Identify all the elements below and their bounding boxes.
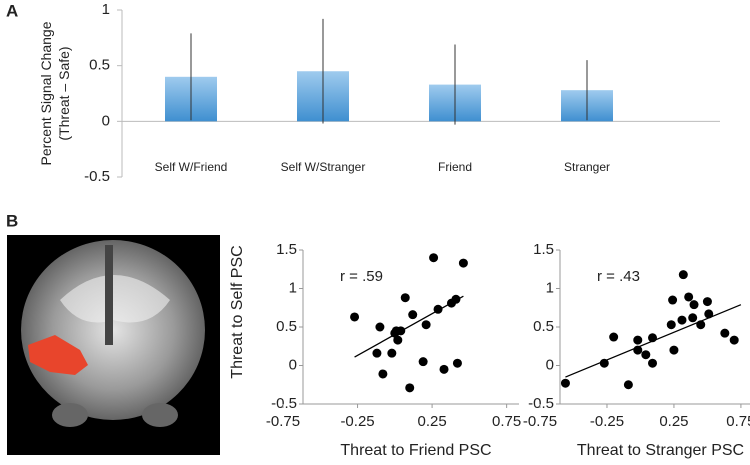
x-tick-label: 0.25 — [417, 413, 446, 430]
x-axis-label: Threat to Friend PSC — [340, 442, 491, 459]
y-tick-label: 1 — [289, 279, 297, 296]
y-tick-label: 1.5 — [533, 241, 554, 258]
y-tick-label: 0 — [102, 112, 110, 129]
x-tick-label: -0.75 — [523, 413, 557, 430]
point — [702, 297, 712, 307]
y-axis-label-line: (Threat – Safe) — [56, 46, 72, 140]
point — [704, 309, 714, 319]
y-tick-label: 0 — [546, 356, 554, 373]
point — [648, 358, 658, 368]
annotation: r = .59 — [340, 268, 383, 285]
point — [689, 300, 699, 310]
point — [560, 378, 570, 388]
brain-image — [7, 235, 220, 455]
point — [372, 348, 382, 358]
x-tick-label: Self W/Friend — [155, 160, 228, 174]
point — [378, 369, 388, 379]
point — [669, 345, 679, 355]
y-axis-label: Percent Signal Change (Threat – Safe) — [38, 21, 72, 165]
point — [405, 383, 415, 393]
point — [720, 328, 730, 338]
point — [452, 358, 462, 368]
y-tick-label: 1 — [102, 1, 110, 18]
x-tick-label: 0.25 — [659, 413, 688, 430]
point — [668, 295, 678, 305]
trend-line — [354, 295, 464, 358]
y-tick-label: -0.5 — [84, 168, 110, 185]
point — [429, 253, 439, 263]
point — [688, 313, 698, 323]
point — [666, 320, 676, 330]
x-tick-label: -0.25 — [340, 413, 374, 430]
y-axis-label: Threat to Self PSC — [229, 245, 246, 378]
y-tick-label: 1.5 — [276, 241, 297, 258]
y-tick-label: 0.5 — [533, 318, 554, 335]
y-tick-label: 0 — [289, 356, 297, 373]
point — [678, 270, 688, 280]
point — [375, 322, 385, 332]
x-tick-label: -0.25 — [590, 413, 624, 430]
x-axis-label: Threat to Stranger PSC — [577, 442, 744, 459]
point — [387, 348, 397, 358]
x-tick-label: -0.75 — [266, 413, 300, 430]
point — [599, 358, 609, 368]
point — [418, 357, 428, 367]
annotation: r = .43 — [597, 268, 640, 285]
x-tick-label: Self W/Stranger — [281, 160, 366, 174]
panel-label: B — [6, 211, 18, 230]
x-tick-label: Stranger — [564, 160, 610, 174]
x-tick-label: 0.75 — [726, 413, 750, 430]
y-tick-label: -0.5 — [271, 395, 297, 412]
point — [408, 310, 418, 320]
x-tick-label: Friend — [438, 160, 472, 174]
y-tick-label: -0.5 — [528, 395, 554, 412]
y-tick-label: 0.5 — [89, 57, 110, 74]
point — [421, 320, 431, 330]
y-tick-label: 0.5 — [276, 318, 297, 335]
point — [677, 315, 687, 325]
point — [350, 312, 360, 322]
panel-label: A — [6, 1, 18, 20]
point — [400, 293, 410, 303]
point — [609, 332, 619, 342]
point — [684, 292, 694, 302]
point — [729, 335, 739, 345]
y-axis-label-line: Percent Signal Change — [38, 21, 54, 165]
point — [641, 350, 651, 360]
point — [393, 335, 403, 345]
point — [633, 335, 643, 345]
point — [623, 380, 633, 390]
x-tick-label: 0.75 — [492, 413, 521, 430]
y-tick-label: 1 — [546, 279, 554, 296]
trend-line — [565, 304, 742, 378]
point — [439, 364, 449, 374]
point — [458, 258, 468, 268]
